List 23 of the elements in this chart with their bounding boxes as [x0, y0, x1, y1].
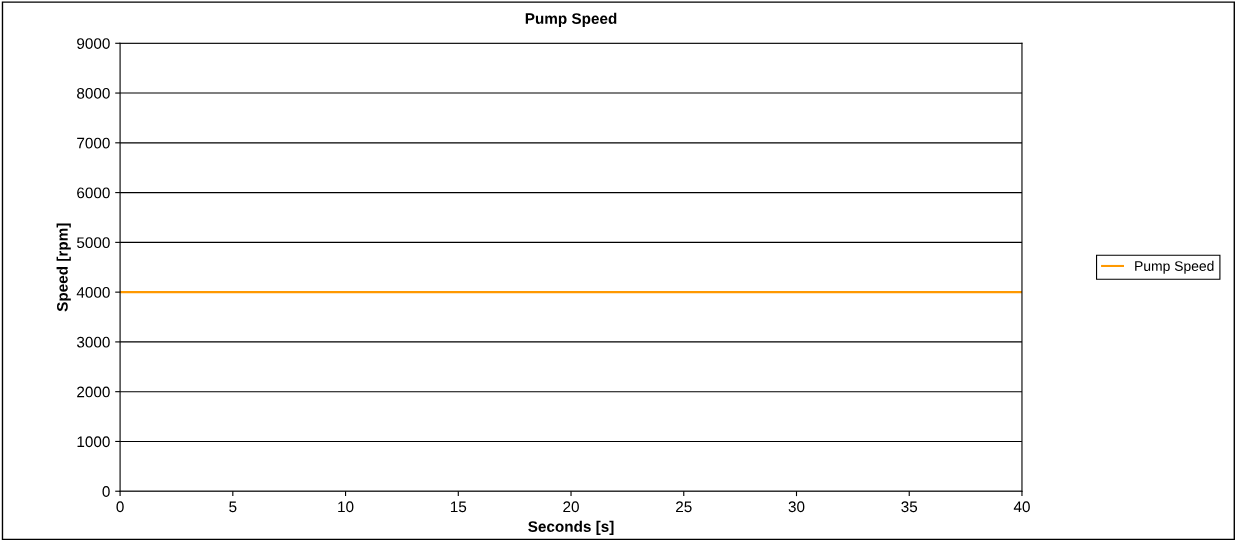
y-tick-label: 2000 — [77, 386, 110, 398]
x-axis-title: Seconds [s] — [528, 520, 614, 535]
legend-label: Pump Speed — [1135, 260, 1214, 274]
x-tick-label: 30 — [788, 501, 805, 513]
y-tick-label: 5000 — [76, 237, 110, 249]
y-tick-label: 9000 — [77, 38, 110, 49]
y-tick-label: 4000 — [76, 287, 110, 298]
y-tick-label: 0 — [102, 486, 110, 497]
x-tick-label: 20 — [563, 501, 579, 513]
x-tick-label: 15 — [450, 501, 467, 513]
y-axis-title: Speed [rpm] — [56, 223, 71, 312]
x-tick-label: 10 — [338, 501, 354, 513]
y-tick-label: 6000 — [77, 187, 110, 199]
x-tick-label: 40 — [1013, 501, 1030, 513]
x-tick-label: 0 — [116, 501, 124, 513]
y-tick-label: 7000 — [77, 137, 110, 149]
y-tick-label: 1000 — [77, 436, 110, 448]
x-tick-label: 35 — [901, 501, 918, 513]
x-tick-label: 25 — [676, 501, 692, 513]
x-tick-label: 5 — [229, 501, 237, 513]
y-tick-label: 8000 — [77, 87, 110, 99]
y-tick-label: 3000 — [76, 336, 110, 348]
chart-title: Pump Speed — [525, 12, 617, 28]
